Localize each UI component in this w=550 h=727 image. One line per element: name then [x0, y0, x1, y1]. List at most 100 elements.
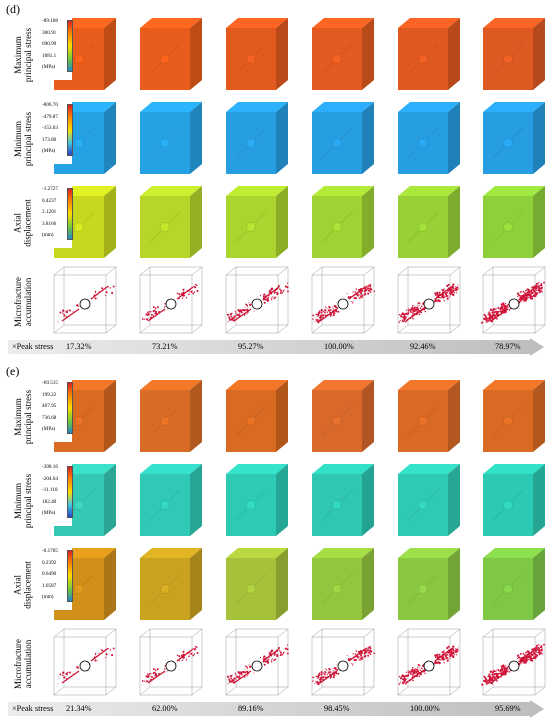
row-label-max: Maximum principal stress — [4, 16, 42, 94]
scale-tick-label: -1.2727 — [42, 186, 58, 192]
stress-cube — [224, 16, 290, 94]
crack-trace — [426, 405, 439, 418]
cube-side-face — [104, 464, 116, 536]
crack-line — [405, 670, 424, 684]
hole-marker — [74, 222, 84, 232]
scale-tick-label: -89.168 — [42, 18, 58, 24]
cube-graphic — [139, 266, 203, 334]
cube-top-face — [483, 186, 545, 196]
microfracture-plot — [310, 265, 376, 338]
cube-side-face — [362, 464, 374, 536]
crack-line — [233, 670, 252, 684]
crack-trace — [82, 43, 95, 56]
crack-trace — [340, 489, 353, 502]
cube-top-face — [398, 380, 460, 390]
cube-top-face — [226, 102, 288, 112]
cube-side-face — [362, 18, 374, 90]
microfracture-plot — [396, 265, 462, 338]
wire-box — [139, 266, 203, 334]
hole-circle — [251, 660, 263, 672]
peak-stress-value: 92.46% — [410, 342, 436, 351]
crack-trace — [426, 489, 439, 502]
row-label-micro: Microfracture accumulation — [4, 627, 42, 700]
crack-trace — [254, 573, 267, 586]
hole-circle — [79, 298, 91, 310]
hole-marker — [246, 54, 256, 64]
microfracture-plot — [52, 265, 118, 338]
cube-graphic — [226, 464, 288, 536]
cube-side-face — [190, 464, 202, 536]
cube-graphic — [312, 464, 374, 536]
color-scale-bar — [67, 550, 73, 602]
crack-trace — [492, 424, 505, 437]
cube-graphic — [225, 628, 289, 696]
hole-marker — [74, 416, 84, 426]
arrow-shape — [8, 700, 544, 718]
crack-line — [519, 286, 537, 300]
cube-side-face — [276, 464, 288, 536]
wire-box — [311, 628, 375, 696]
crack-trace — [511, 43, 524, 56]
cube-side-face — [362, 548, 374, 620]
cube-side-face — [362, 380, 374, 452]
scale-tick-label: -11.118 — [42, 487, 58, 493]
cube-graphic — [225, 266, 289, 334]
crack-line — [519, 648, 537, 662]
cube-side-face — [448, 18, 460, 90]
stress-cube — [481, 546, 547, 624]
stress-cube — [138, 378, 204, 456]
stress-cube — [481, 378, 547, 456]
stress-cube — [396, 100, 462, 178]
scale-tick-label: 736.68 — [42, 414, 57, 421]
crack-trace — [340, 573, 353, 586]
crack-trace — [321, 146, 334, 159]
cube-top-face — [483, 548, 545, 558]
cube-graphic — [398, 102, 460, 174]
scale-tick-label: 1.0587 — [42, 582, 57, 589]
hole-marker — [503, 138, 513, 148]
cube-graphic — [398, 464, 460, 536]
crack-line — [319, 670, 338, 684]
hole-marker — [332, 54, 342, 64]
hole-marker — [332, 500, 342, 510]
cube-side-face — [448, 380, 460, 452]
cube-graphic — [226, 548, 288, 620]
cube-top-face — [312, 186, 374, 196]
color-scale-bar — [67, 382, 73, 434]
row-label-text: Axial displacement — [13, 199, 34, 247]
stress-cube — [310, 378, 376, 456]
microfracture-plot — [138, 265, 204, 338]
color-scale-labels: -398.16 -204.64 -11.118 182.40 (MPa) — [42, 464, 68, 525]
scale-tick-label: (MPa) — [42, 426, 56, 432]
row-label-text: Microfracture accumulation — [13, 276, 34, 327]
scale-tick-label: 199.22 — [42, 391, 57, 398]
cube-graphic — [53, 266, 117, 334]
hole-circle — [337, 298, 349, 310]
cube-side-face — [533, 548, 545, 620]
cube-side-face — [362, 186, 374, 258]
stress-cube — [310, 100, 376, 178]
cube-graphic — [53, 628, 117, 696]
cube-top-face — [483, 380, 545, 390]
cube-graphic — [140, 380, 202, 452]
crack-trace — [149, 146, 162, 159]
hole-marker — [503, 222, 513, 232]
peak-stress-value: 17.32% — [66, 342, 92, 351]
cube-graphic — [312, 102, 374, 174]
stress-cube — [224, 462, 290, 540]
peak-stress-value: 78.97% — [495, 342, 521, 351]
crack-trace — [168, 43, 181, 56]
hole-marker — [418, 138, 428, 148]
hole-marker — [160, 54, 170, 64]
crack-trace — [511, 127, 524, 140]
cube-graphic — [312, 380, 374, 452]
peak-stress-value: 98.45% — [324, 704, 350, 713]
cube-top-face — [398, 102, 460, 112]
cube-top-face — [483, 464, 545, 474]
crack-trace — [407, 424, 420, 437]
crack-line — [262, 648, 280, 662]
stress-cube — [481, 16, 547, 94]
peak-stress-label: ×Peak stress — [12, 704, 54, 713]
peak-stress-value: 100.00% — [410, 704, 440, 713]
cube-top-face — [140, 186, 202, 196]
